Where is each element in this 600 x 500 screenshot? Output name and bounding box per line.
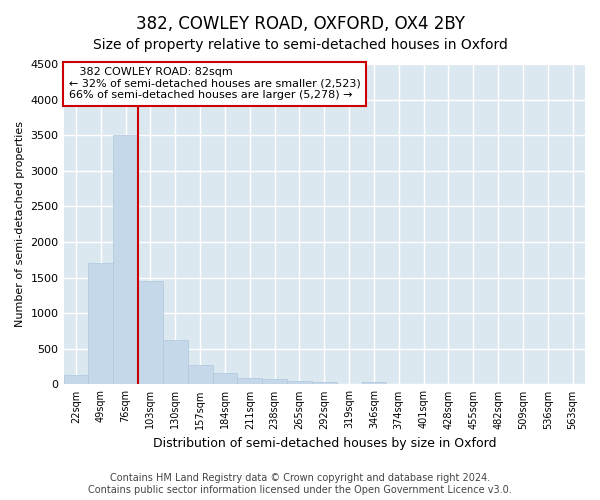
Text: 382 COWLEY ROAD: 82sqm
← 32% of semi-detached houses are smaller (2,523)
66% of : 382 COWLEY ROAD: 82sqm ← 32% of semi-det… <box>69 67 361 100</box>
Bar <box>113 135 138 384</box>
Bar <box>64 375 88 384</box>
Bar <box>138 281 163 384</box>
Bar <box>212 373 238 384</box>
Text: Size of property relative to semi-detached houses in Oxford: Size of property relative to semi-detach… <box>92 38 508 52</box>
Bar <box>188 365 212 384</box>
X-axis label: Distribution of semi-detached houses by size in Oxford: Distribution of semi-detached houses by … <box>152 437 496 450</box>
Bar <box>362 382 386 384</box>
Bar <box>312 382 337 384</box>
Bar <box>163 340 188 384</box>
Bar <box>238 378 262 384</box>
Bar <box>88 264 113 384</box>
Text: 382, COWLEY ROAD, OXFORD, OX4 2BY: 382, COWLEY ROAD, OXFORD, OX4 2BY <box>136 15 464 33</box>
Text: Contains HM Land Registry data © Crown copyright and database right 2024.
Contai: Contains HM Land Registry data © Crown c… <box>88 474 512 495</box>
Bar <box>262 379 287 384</box>
Bar <box>287 381 312 384</box>
Y-axis label: Number of semi-detached properties: Number of semi-detached properties <box>15 121 25 327</box>
